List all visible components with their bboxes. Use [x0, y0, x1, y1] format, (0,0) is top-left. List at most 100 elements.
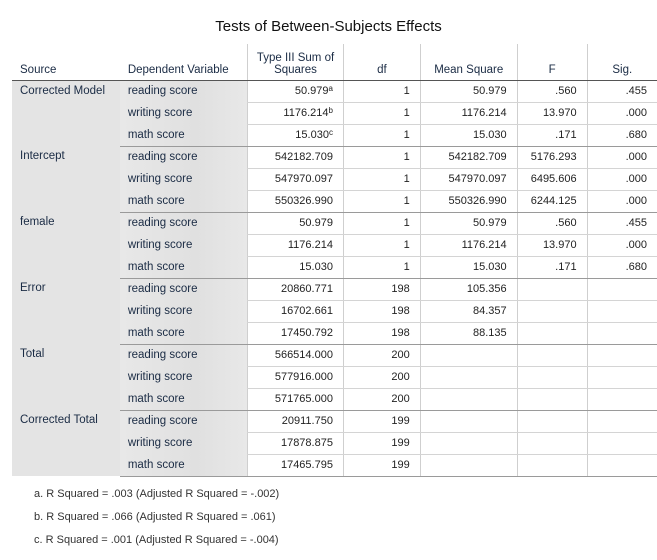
- sum-of-squares-value: 550326.990: [274, 195, 333, 207]
- mean-square-cell: [419, 366, 518, 389]
- sum-of-squares-value: 571765.000: [274, 393, 333, 405]
- dependent-variable-cell: math score: [119, 322, 248, 345]
- f-value-cell: 6495.606: [516, 168, 588, 191]
- table-row: Total reading score 566514.000 200: [12, 344, 657, 410]
- mean-square-cell: 105.356: [419, 278, 518, 301]
- dependent-variable-cell: math score: [119, 256, 248, 279]
- dependent-variable-cell: math score: [119, 190, 248, 213]
- table-row: math score 17465.795 199: [12, 454, 657, 477]
- f-value-cell: .560: [516, 212, 588, 235]
- col-header-dependent-variable: Dependent Variable: [119, 44, 248, 81]
- source-cell: female: [12, 212, 120, 278]
- f-value-cell: 13.970: [516, 234, 588, 257]
- table-row: female reading score 50.979 1 50.979.560.455: [12, 212, 657, 278]
- source-cell: Intercept: [12, 146, 120, 212]
- dependent-variable-cell: writing score: [119, 432, 248, 454]
- table-row: writing score 1176.214b 1 1176.214 13.970.00…: [12, 102, 657, 125]
- sum-of-squares-value: 547970.097: [274, 173, 333, 185]
- significance-cell: .000: [586, 102, 657, 125]
- significance-cell: [586, 410, 657, 433]
- df-cell: 198: [342, 322, 421, 345]
- dependent-variable-cell: reading score: [119, 344, 248, 366]
- sum-of-squares-value: 50.979: [294, 85, 329, 97]
- mean-square-cell: 547970.097: [419, 168, 518, 191]
- significance-cell: [586, 432, 657, 455]
- sum-of-squares-cell: 571765.000: [247, 388, 344, 411]
- col-header-sum-of-squares: Type III Sum of Squares: [247, 44, 344, 81]
- dependent-variable-cell: writing score: [119, 366, 248, 388]
- mean-square-cell: 542182.709: [419, 146, 518, 169]
- footnote-marker: a: [328, 84, 333, 93]
- sum-of-squares-value: 20911.750: [281, 415, 333, 427]
- f-value-cell: [516, 300, 588, 323]
- sum-of-squares-value: 50.979: [299, 217, 333, 229]
- sum-of-squares-value: 15.030: [295, 129, 329, 141]
- mean-square-cell: 550326.990: [419, 190, 518, 213]
- dependent-variable-cell: writing score: [119, 168, 248, 190]
- df-cell: 1: [342, 80, 421, 103]
- f-value-cell: [516, 344, 588, 367]
- sum-of-squares-cell: 50.979: [247, 212, 344, 235]
- sum-of-squares-cell: 550326.990: [247, 190, 344, 213]
- dependent-variable-cell: writing score: [119, 300, 248, 322]
- f-value-cell: [516, 432, 588, 455]
- sum-of-squares-value: 542182.709: [274, 151, 333, 163]
- dependent-variable-cell: reading score: [119, 278, 248, 300]
- sum-of-squares-cell: 16702.661: [247, 300, 344, 323]
- sum-of-squares-cell: 20911.750: [247, 410, 344, 433]
- dependent-variable-cell: writing score: [119, 234, 248, 256]
- dependent-variable-cell: math score: [119, 454, 248, 477]
- f-value-cell: 5176.293: [516, 146, 588, 169]
- table-row: math score 17450.792 198 88.135: [12, 322, 657, 345]
- mean-square-cell: 15.030: [419, 256, 518, 279]
- f-value-cell: .171: [516, 124, 588, 147]
- df-cell: 198: [342, 300, 421, 323]
- significance-cell: .455: [586, 80, 657, 103]
- table-row: math score 15.030 1 15.030.171.680: [12, 256, 657, 279]
- f-value-cell: [516, 366, 588, 389]
- mean-square-cell: [419, 388, 518, 411]
- table-row: writing score 17878.875 199: [12, 432, 657, 455]
- df-cell: 1: [342, 234, 421, 257]
- source-cell: Corrected Total: [12, 410, 120, 476]
- sum-of-squares-value: 20860.771: [280, 283, 333, 295]
- sum-of-squares-value: 1176.214: [283, 107, 329, 119]
- sum-of-squares-cell: 547970.097: [247, 168, 344, 191]
- sum-of-squares-value: 15.030: [299, 261, 333, 273]
- sum-of-squares-value: 16702.661: [280, 305, 333, 317]
- dependent-variable-cell: math score: [119, 124, 248, 147]
- sum-of-squares-value: 566514.000: [274, 349, 333, 361]
- sum-of-squares-cell: 17450.792: [247, 322, 344, 345]
- f-value-cell: [516, 454, 588, 477]
- df-cell: 1: [342, 124, 421, 147]
- significance-cell: [586, 344, 657, 367]
- table-body: Corrected Model reading score 50.979a 1 50.9…: [12, 80, 657, 477]
- sum-of-squares-value: 17450.792: [280, 327, 333, 339]
- dependent-variable-cell: math score: [119, 388, 248, 411]
- f-value-cell: 13.970: [516, 102, 588, 125]
- sum-of-squares-cell: 566514.000: [247, 344, 344, 367]
- mean-square-cell: 50.979: [419, 80, 518, 103]
- f-value-cell: [516, 410, 588, 433]
- significance-cell: .455: [586, 212, 657, 235]
- dependent-variable-cell: reading score: [119, 212, 248, 234]
- table-row: writing score 1176.214 1 1176.214 13.970.000: [12, 234, 657, 257]
- sum-of-squares-value: 1176.214: [287, 239, 333, 251]
- df-cell: 200: [342, 344, 421, 367]
- dependent-variable-cell: reading score: [119, 80, 248, 102]
- source-cell: Error: [12, 278, 120, 344]
- df-cell: 1: [342, 146, 421, 169]
- header-row: Source Dependent Variable Type III Sum o…: [12, 44, 657, 81]
- footnote-b: b. R Squared = .066 (Adjusted R Squared …: [34, 511, 276, 523]
- table-row: math score 550326.990 1 550326.990 6244.125.…: [12, 190, 657, 213]
- sum-of-squares-cell: 17878.875: [247, 432, 344, 455]
- sum-of-squares-value: 17878.875: [280, 437, 333, 449]
- f-value-cell: .560: [516, 80, 588, 103]
- df-cell: 1: [342, 102, 421, 125]
- sum-of-squares-value: 577916.000: [274, 371, 333, 383]
- col-header-source: Source: [12, 44, 120, 81]
- mean-square-cell: 50.979: [419, 212, 518, 235]
- df-cell: 198: [342, 278, 421, 301]
- sum-of-squares-cell: 20860.771: [247, 278, 344, 301]
- significance-cell: [586, 454, 657, 477]
